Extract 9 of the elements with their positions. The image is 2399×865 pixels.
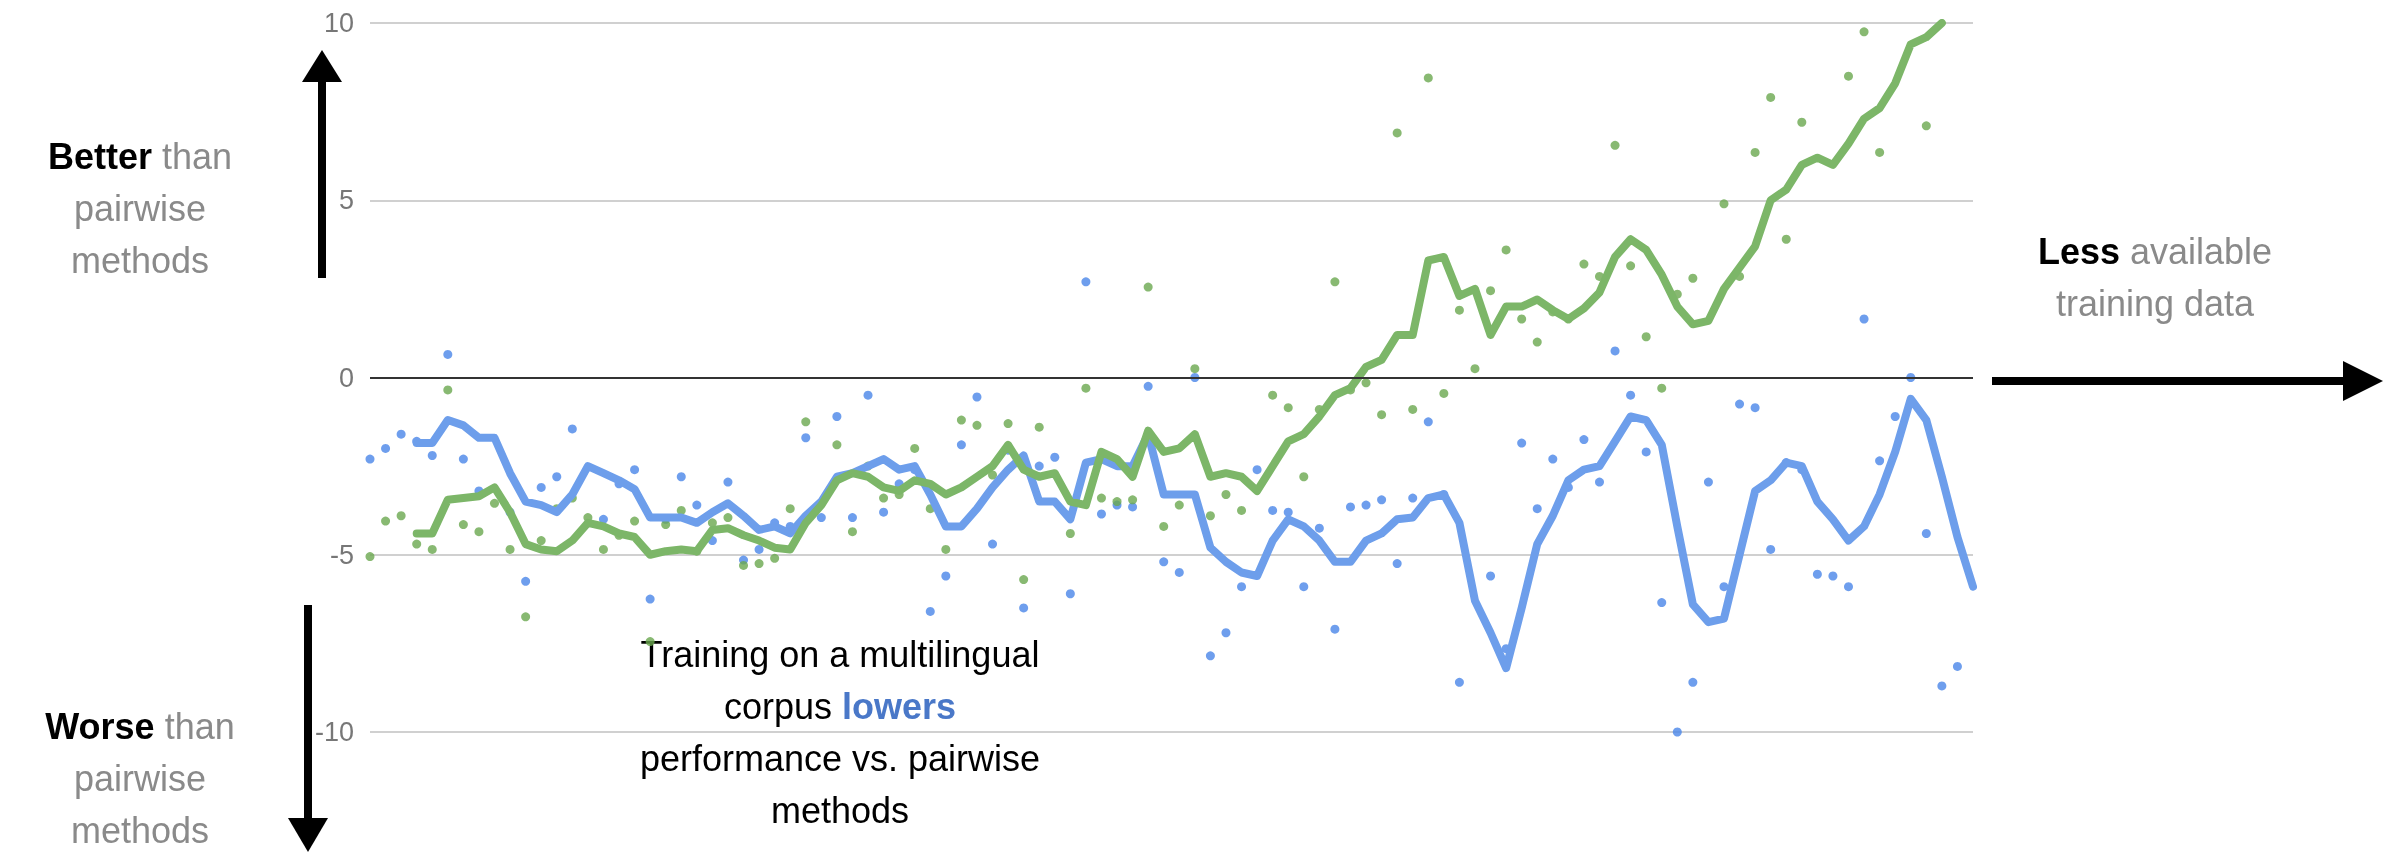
y-tick-label: -5 — [329, 539, 354, 570]
text: Worse than pairwise methods — [45, 705, 235, 851]
text: Training on a multilingual corpus lowers performance vs. pairwise methods — [639, 633, 1041, 831]
y-tick-label: 0 — [338, 362, 354, 393]
y-tick-label: -10 — [314, 717, 354, 747]
y-tick-label: 10 — [323, 8, 354, 38]
text: Less available training data — [2037, 230, 2273, 324]
y-tick-label: 5 — [338, 185, 354, 216]
text: Better than pairwise methods — [47, 135, 233, 281]
